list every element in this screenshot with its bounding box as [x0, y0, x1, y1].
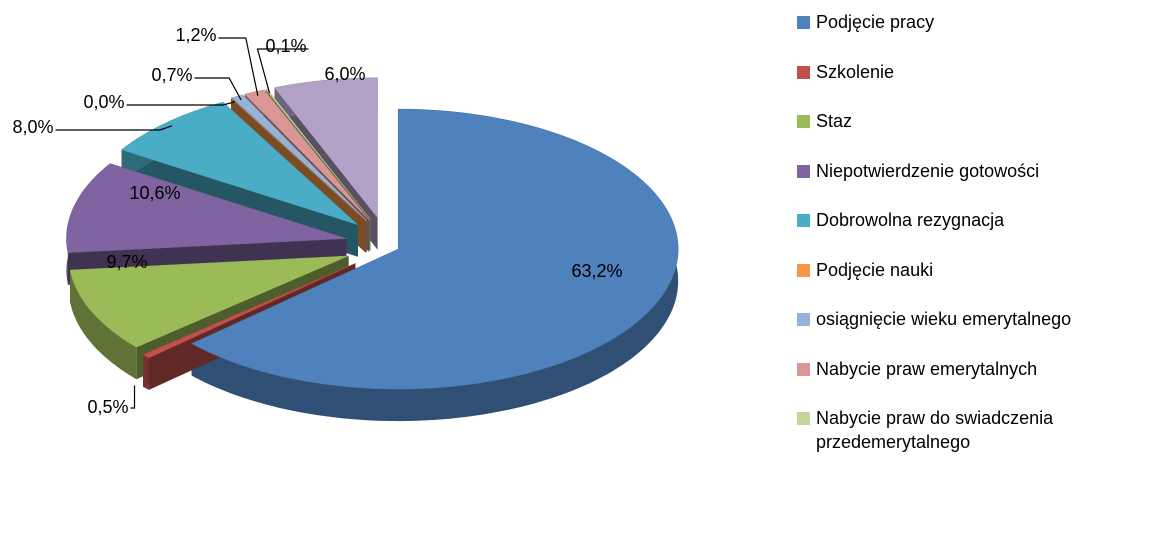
data-label: 9,7%	[106, 252, 147, 272]
leader-line	[194, 77, 242, 101]
legend-label: Szkolenie	[816, 61, 895, 82]
legend-label: osiągnięcie wieku emerytalnego	[816, 309, 1072, 329]
data-label: 6,0%	[324, 64, 365, 84]
legend-label: Podjęcie pracy	[816, 12, 935, 32]
legend-swatch	[797, 263, 810, 277]
legend-swatch	[797, 65, 810, 79]
slice	[244, 89, 369, 220]
legend-swatch	[797, 214, 810, 227]
slice	[142, 263, 356, 359]
chart: 63,2% 0,5% 9,7% 10,6% 8,0% 0,0% 0,7% 1,2% 0,1% 6,…	[12, 25, 679, 422]
data-label: 0,7%	[151, 65, 192, 85]
slice	[120, 101, 359, 226]
leader-line	[55, 125, 173, 131]
leader-line	[256, 48, 309, 94]
legend-label: Podjęcie nauki	[816, 259, 934, 280]
slice-edge	[191, 109, 679, 422]
legend-swatch	[797, 16, 810, 29]
legend-item: Podjęcie nauki	[797, 258, 1159, 282]
legend-label: Nabycie praw do swiadczenia przedemeryta…	[816, 408, 1054, 452]
legend-swatch	[797, 313, 810, 326]
legend-item: Nabycie praw emerytalnych	[797, 357, 1159, 381]
leader-line	[126, 101, 236, 106]
legend-item: Niepotwierdzenie gotowości	[797, 159, 1159, 183]
data-label: 8,0%	[12, 117, 53, 137]
legend-item: Szkolenie	[797, 60, 1159, 84]
slice	[230, 97, 367, 221]
slice	[265, 88, 371, 220]
legend-label: Niepotwierdzenie gotowości	[816, 160, 1040, 181]
slice-edge	[143, 354, 149, 390]
data-label: 0,1%	[265, 36, 306, 56]
legend-item: osiągnięcie wieku emerytalnego	[797, 307, 1159, 331]
leader-line	[130, 385, 136, 409]
legend-label: Dobrowolna rezygnacja	[816, 210, 1005, 230]
legend-item: Staz	[797, 109, 1159, 133]
data-label: 10,6%	[129, 183, 180, 203]
slice	[191, 108, 679, 390]
slice	[69, 255, 349, 348]
slice-edge	[70, 270, 137, 380]
legend-swatch	[797, 164, 810, 178]
legend-label: Nabycie praw emerytalnych	[816, 358, 1038, 379]
data-label: 0,5%	[87, 397, 128, 417]
leader-line	[218, 37, 259, 96]
slice	[66, 163, 347, 253]
slice	[231, 94, 367, 221]
legend-swatch	[797, 362, 810, 376]
legend-item: Nabycie praw do swiadczenia przedemeryta…	[797, 406, 1159, 454]
legend-label: Staz	[816, 111, 853, 131]
data-label: 0,0%	[83, 92, 124, 112]
data-label: 63,2%	[571, 261, 622, 281]
legend-swatch	[797, 412, 810, 425]
legend-item: Dobrowolna rezygnacja	[797, 208, 1159, 232]
data-label: 1,2%	[175, 25, 216, 45]
slice	[274, 77, 378, 219]
legend-item: Podjęcie pracy	[797, 10, 1159, 34]
legend-swatch	[797, 115, 810, 128]
